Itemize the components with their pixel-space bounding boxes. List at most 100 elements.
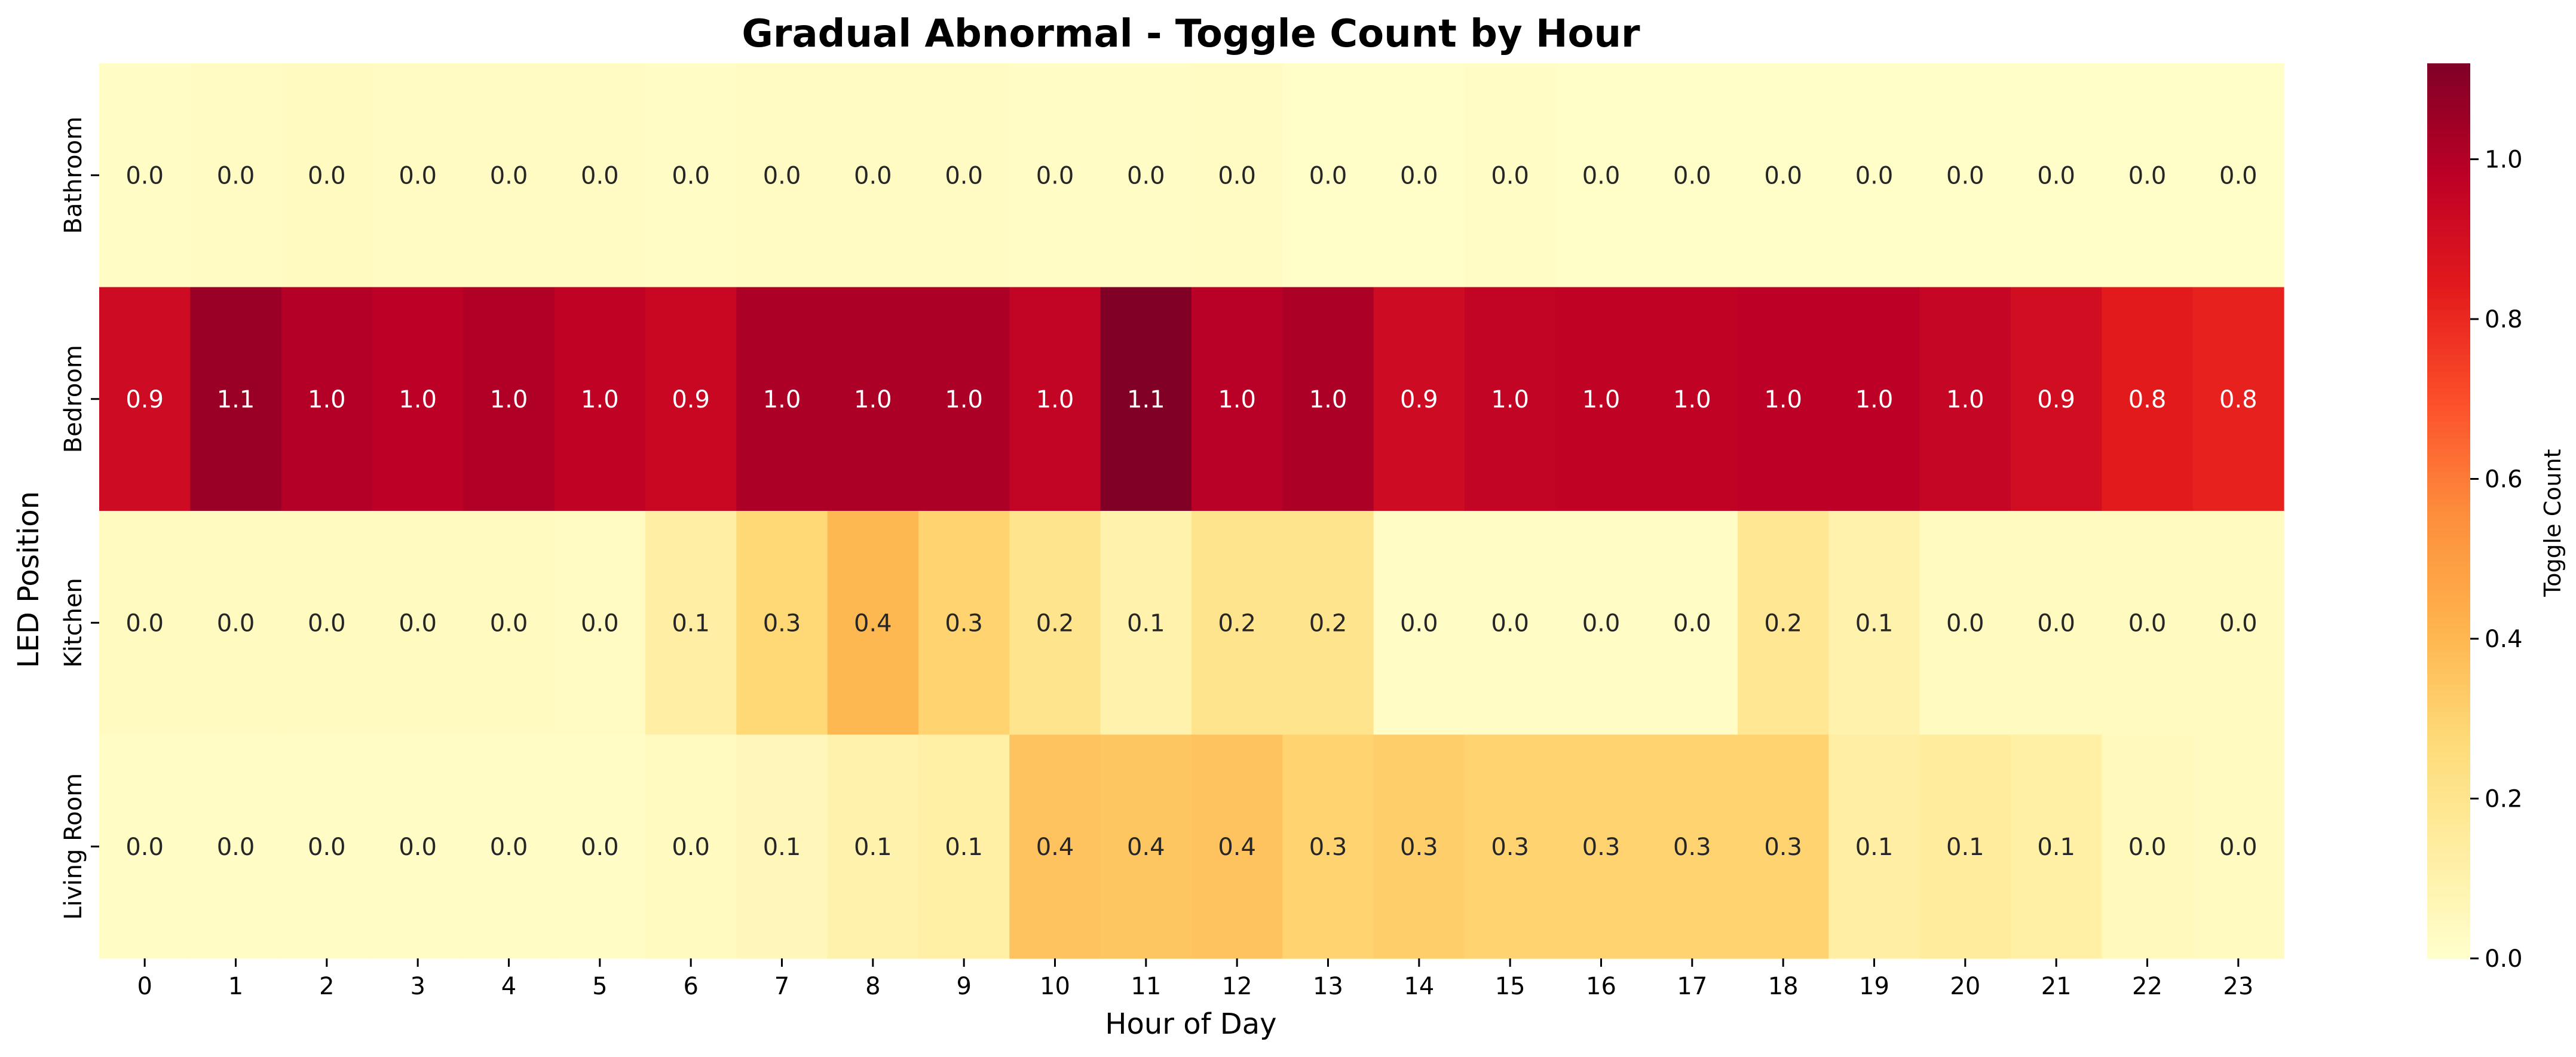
cell-label: 0.0	[1491, 609, 1529, 637]
cell-label: 0.0	[2219, 162, 2258, 189]
heatmap-cell	[1009, 511, 1101, 736]
heatmap-cell	[463, 734, 555, 959]
cell-label: 1.0	[308, 386, 346, 413]
colorbar-segment	[2427, 186, 2470, 193]
heatmap-cell	[1646, 63, 1738, 288]
colorbar-segment	[2427, 449, 2470, 456]
heatmap-cell	[1373, 734, 1465, 959]
colorbar-segment	[2427, 102, 2470, 109]
x-tick-label: 8	[865, 973, 880, 1000]
cell-label: 0.0	[1946, 162, 1984, 189]
cell-label: 1.0	[1673, 386, 1711, 413]
colorbar-segment	[2427, 421, 2470, 428]
colorbar-segment	[2427, 595, 2470, 601]
cell-label: 0.0	[1127, 162, 1165, 189]
colorbar-segment	[2427, 623, 2470, 629]
colorbar-segment	[2427, 863, 2470, 869]
cell-label: 0.0	[1309, 162, 1347, 189]
colorbar-segment	[2427, 723, 2470, 730]
heatmap-cell	[463, 63, 555, 288]
colorbar-segment	[2427, 360, 2470, 366]
colorbar-segment	[2427, 869, 2470, 875]
colorbar-segment	[2427, 488, 2470, 495]
cell-label: 0.1	[1946, 834, 1984, 861]
heatmap-cell	[1465, 734, 1556, 959]
x-tick-label: 13	[1313, 973, 1343, 1000]
heatmap-cell	[918, 734, 1010, 959]
heatmap-cell	[554, 734, 646, 959]
heatmap-cell	[1828, 63, 1920, 288]
heatmap-cell	[1465, 287, 1556, 511]
colorbar-segment	[2427, 63, 2470, 70]
cell-label: 0.0	[1673, 609, 1711, 637]
heatmap-cell	[918, 511, 1010, 736]
colorbar-segment	[2427, 801, 2470, 808]
cell-label: 0.0	[1491, 162, 1529, 189]
heatmap-cell	[1828, 287, 1920, 511]
colorbar-segment	[2427, 908, 2470, 914]
cell-label: 0.0	[2128, 609, 2167, 637]
colorbar-segment	[2427, 533, 2470, 540]
cell-label: 0.0	[399, 609, 437, 637]
y-axis: Bathroom Bedroom Kitchen Living Room	[60, 117, 99, 920]
cell-label: 0.0	[308, 609, 346, 637]
colorbar-segment	[2427, 370, 2470, 378]
cell-label: 1.0	[1764, 386, 1802, 413]
heatmap-cell	[1738, 511, 1829, 736]
cell-label: 0.0	[1946, 609, 1984, 637]
cell-label: 0.1	[1127, 609, 1165, 637]
cell-label: 1.1	[217, 386, 255, 413]
colorbar-segment	[2427, 169, 2470, 176]
colorbar-tick-label: 0.6	[2485, 466, 2523, 494]
colorbar-segment	[2427, 158, 2470, 165]
cell-label: 1.0	[1309, 386, 1347, 413]
cell-label: 0.3	[945, 609, 983, 637]
x-tick-label: 18	[1768, 973, 1799, 1000]
colorbar-segment	[2427, 466, 2470, 473]
cell-label: 0.0	[217, 609, 255, 637]
colorbar-segment	[2427, 611, 2470, 618]
colorbar-segment	[2427, 74, 2470, 81]
heatmap-cell	[1465, 63, 1556, 288]
colorbar-segment	[2427, 835, 2470, 842]
colorbar-segment	[2427, 919, 2470, 926]
cell-label: 0.4	[1036, 834, 1074, 861]
cell-label: 0.0	[1582, 162, 1621, 189]
heatmap-cell	[736, 63, 828, 288]
colorbar-segment	[2427, 376, 2470, 383]
cell-label: 0.0	[217, 162, 255, 189]
heatmap-cell	[281, 287, 373, 511]
heatmap-cell	[2011, 734, 2102, 959]
colorbar-segment	[2427, 852, 2470, 859]
cell-label: 0.0	[581, 834, 619, 861]
heatmap-cell	[2192, 734, 2284, 959]
x-tick-label: 2	[319, 973, 334, 1000]
colorbar-segment	[2427, 762, 2470, 769]
y-tick-label: Bathroom	[60, 117, 87, 234]
heatmap-cell	[463, 511, 555, 736]
heatmap-cell	[827, 287, 919, 511]
cell-label: 0.3	[1764, 834, 1802, 861]
x-tick-label: 17	[1677, 973, 1707, 1000]
heatmap-cell	[1738, 734, 1829, 959]
colorbar-segment	[2427, 197, 2470, 204]
cell-label: 0.0	[399, 834, 437, 861]
heatmap-cell	[1282, 287, 1374, 511]
colorbar-segment	[2427, 846, 2470, 853]
colorbar-segment	[2427, 164, 2470, 170]
x-tick-label: 14	[1404, 973, 1434, 1000]
colorbar-segment	[2427, 494, 2470, 501]
cell-label: 0.4	[1127, 834, 1165, 861]
x-tick-label: 23	[2223, 973, 2253, 1000]
colorbar-segment	[2427, 309, 2470, 316]
cell-label: 1.0	[945, 386, 983, 413]
colorbar-segment	[2427, 410, 2470, 416]
x-tick-label: 19	[1859, 973, 1889, 1000]
cell-label: 0.0	[1218, 162, 1256, 189]
heatmap-cell	[1009, 734, 1101, 959]
colorbar-segment	[2427, 768, 2470, 774]
colorbar-segment	[2427, 192, 2470, 198]
x-tick-label: 22	[2132, 973, 2163, 1000]
colorbar-segment	[2427, 231, 2470, 238]
